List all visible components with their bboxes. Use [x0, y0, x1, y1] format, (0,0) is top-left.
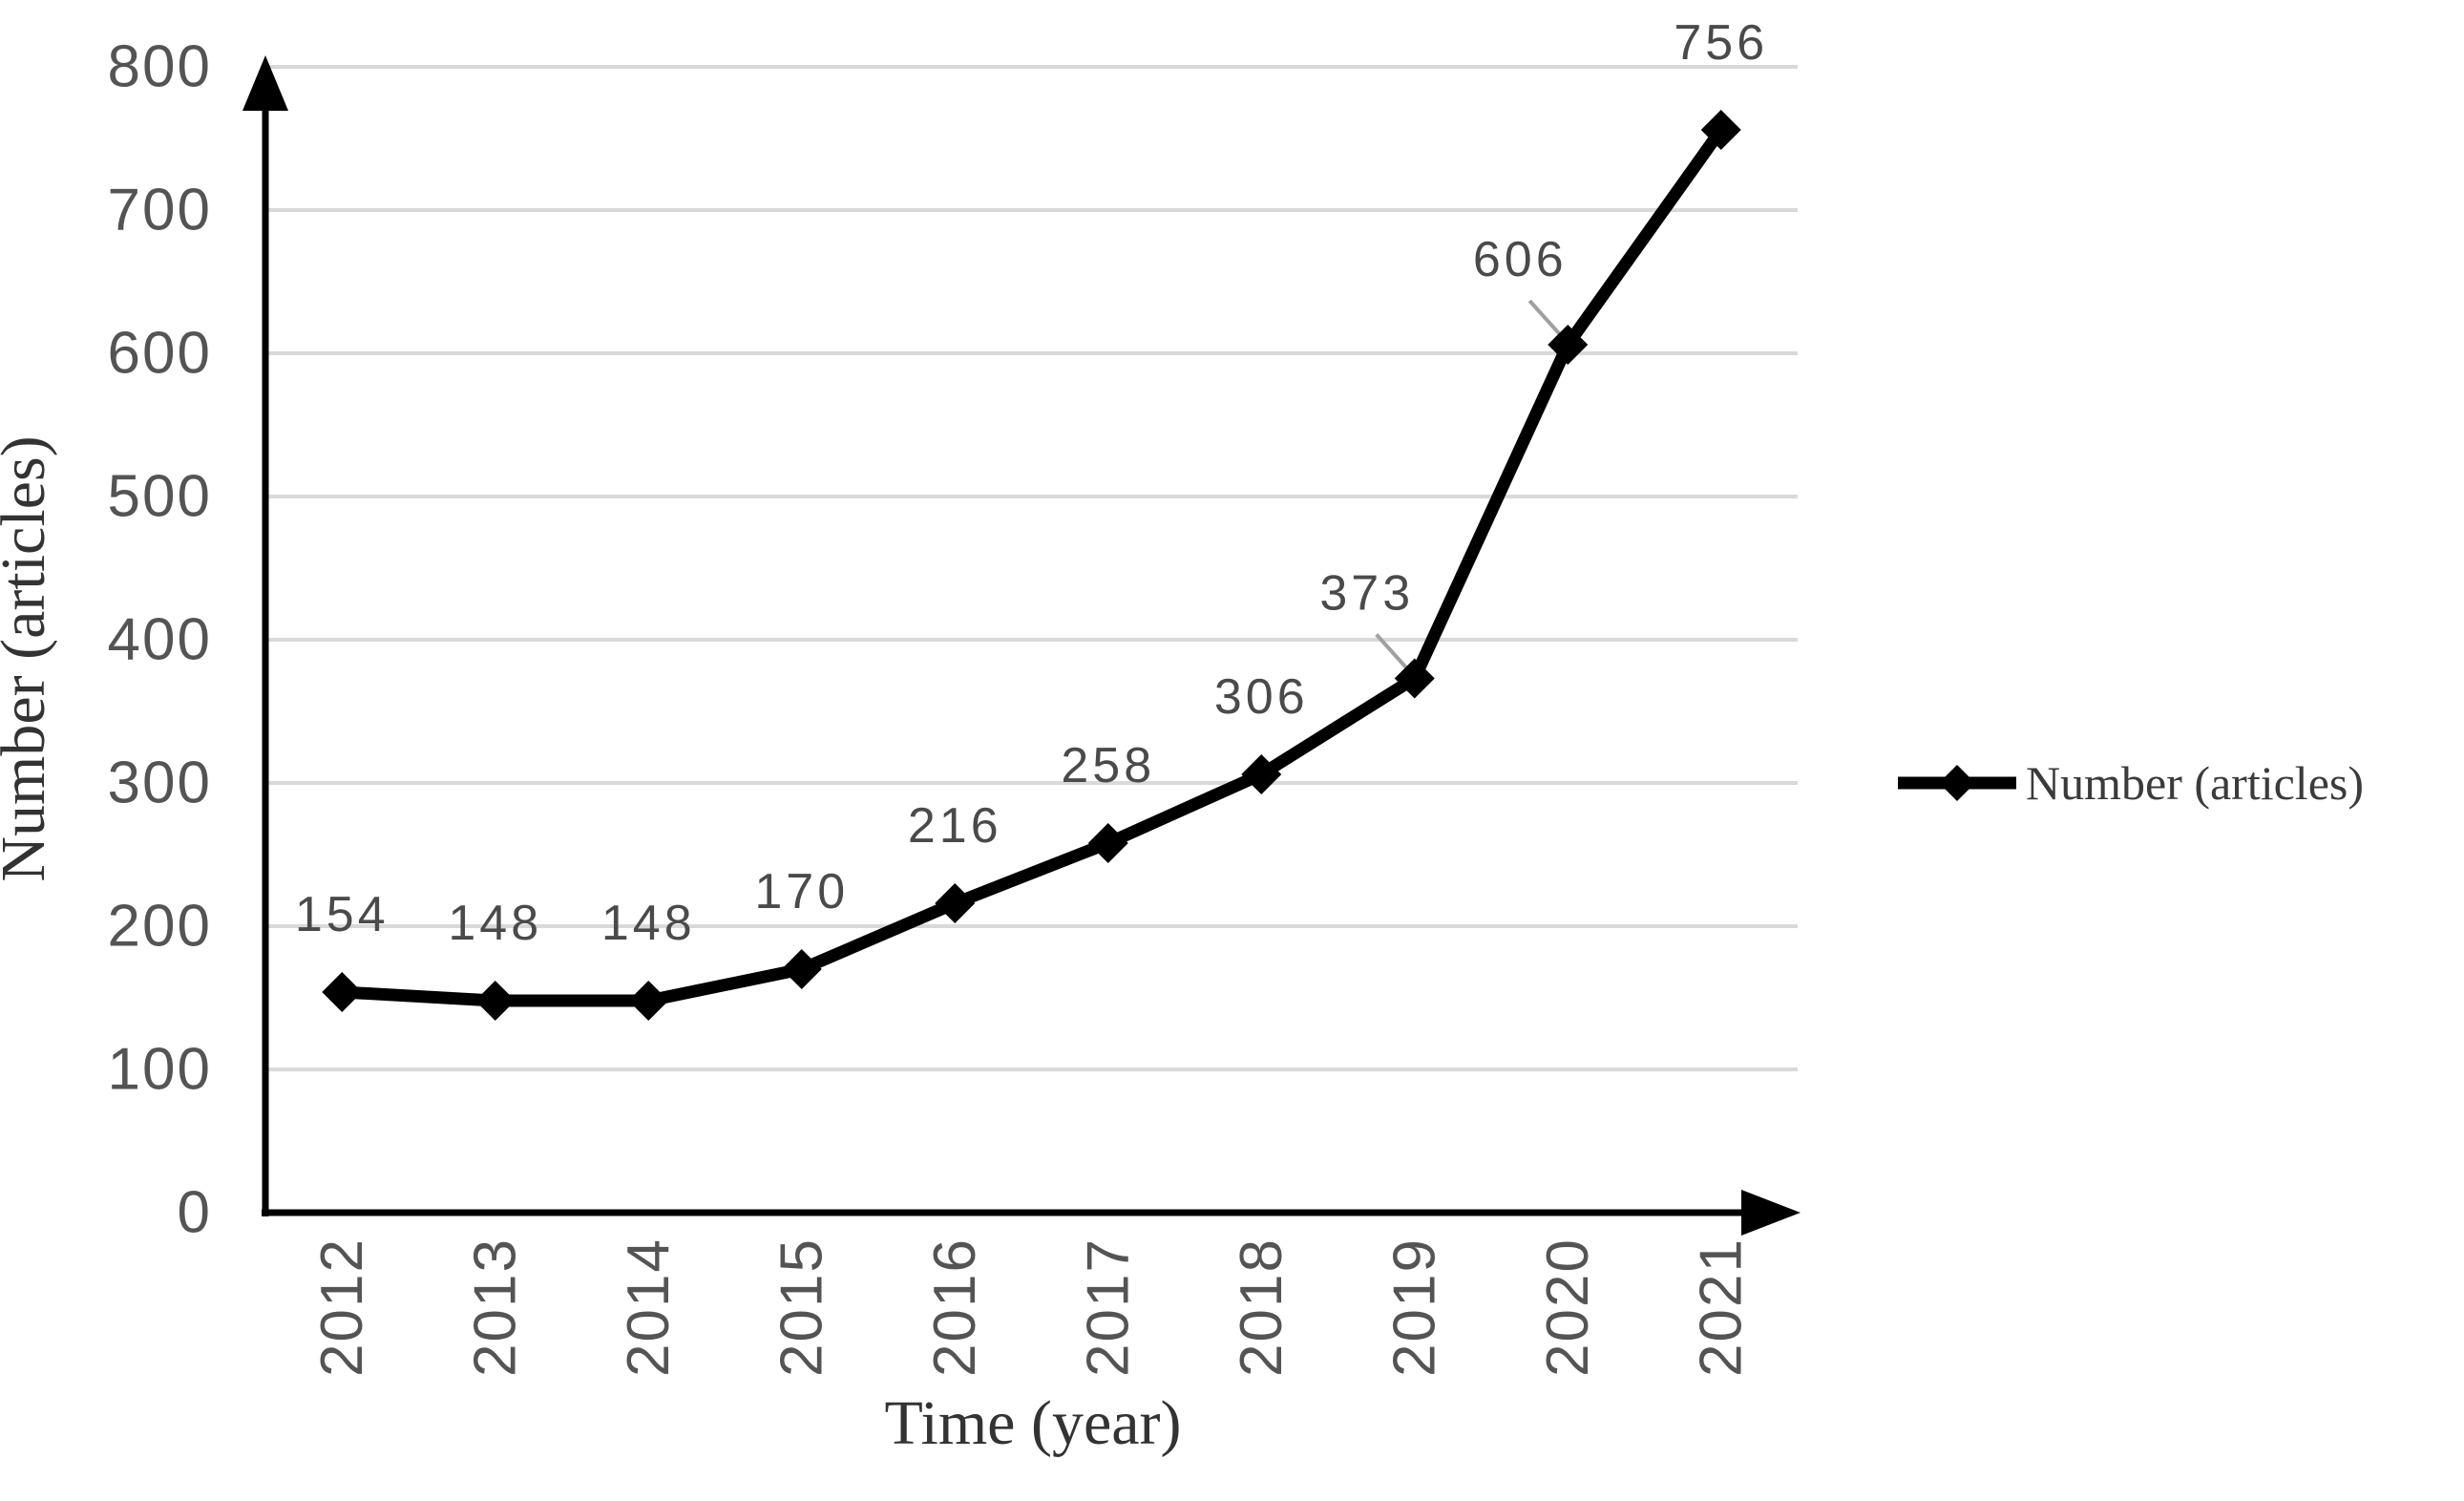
data-label: 258 [1061, 738, 1155, 793]
data-point-marker [781, 949, 822, 989]
y-axis-arrow-icon [242, 55, 288, 111]
data-point-marker [322, 972, 363, 1012]
data-label: 154 [295, 887, 390, 942]
data-label-leader-line [1527, 299, 1566, 341]
data-point-marker [628, 981, 669, 1021]
data-point-marker [1241, 754, 1282, 794]
x-tick-label: 2020 [1535, 1237, 1601, 1377]
data-label: 306 [1214, 669, 1309, 725]
y-tick-label: 0 [178, 1180, 212, 1246]
x-tick-label: 2015 [769, 1237, 834, 1377]
y-tick-label: 200 [108, 894, 212, 960]
x-tick-label: 2018 [1229, 1237, 1295, 1377]
y-tick-label: 500 [108, 464, 212, 530]
x-tick-label: 2013 [462, 1237, 528, 1377]
y-tick-label: 400 [108, 607, 212, 673]
data-label-leader-line [1375, 633, 1413, 674]
data-label: 756 [1674, 15, 1768, 71]
data-label: 148 [448, 896, 542, 951]
data-point-marker [1394, 658, 1435, 699]
x-axis-arrow-icon [1741, 1190, 1801, 1236]
x-tick-label: 2017 [1075, 1237, 1141, 1377]
x-tick-label: 2012 [309, 1237, 375, 1377]
y-tick-label: 800 [108, 34, 212, 100]
data-point-marker [1548, 325, 1589, 365]
data-label: 606 [1473, 232, 1568, 287]
data-point-marker [935, 883, 976, 923]
x-tick-label: 2021 [1688, 1237, 1754, 1377]
data-label: 170 [754, 864, 849, 920]
data-label: 373 [1319, 566, 1414, 622]
data-label: 216 [908, 798, 1002, 854]
y-tick-label: 700 [108, 178, 212, 243]
data-point-marker [1087, 823, 1128, 863]
legend-label: Number (articles) [2026, 756, 2364, 810]
x-tick-label: 2019 [1381, 1237, 1447, 1377]
legend-diamond-marker-icon [1939, 765, 1975, 801]
y-tick-label: 100 [108, 1037, 212, 1103]
y-tick-label: 600 [108, 321, 212, 387]
legend: Number (articles) [1898, 756, 2364, 810]
x-tick-label: 2016 [922, 1237, 988, 1377]
data-label: 148 [601, 896, 696, 951]
x-tick-label: 2014 [616, 1237, 682, 1377]
x-axis-title: Time (year) [885, 1388, 1182, 1458]
data-point-marker [1700, 110, 1741, 150]
data-point-marker [474, 981, 516, 1021]
y-tick-label: 300 [108, 750, 212, 816]
y-axis-title: Number (articles) [0, 435, 58, 881]
series-line [341, 126, 1727, 1007]
